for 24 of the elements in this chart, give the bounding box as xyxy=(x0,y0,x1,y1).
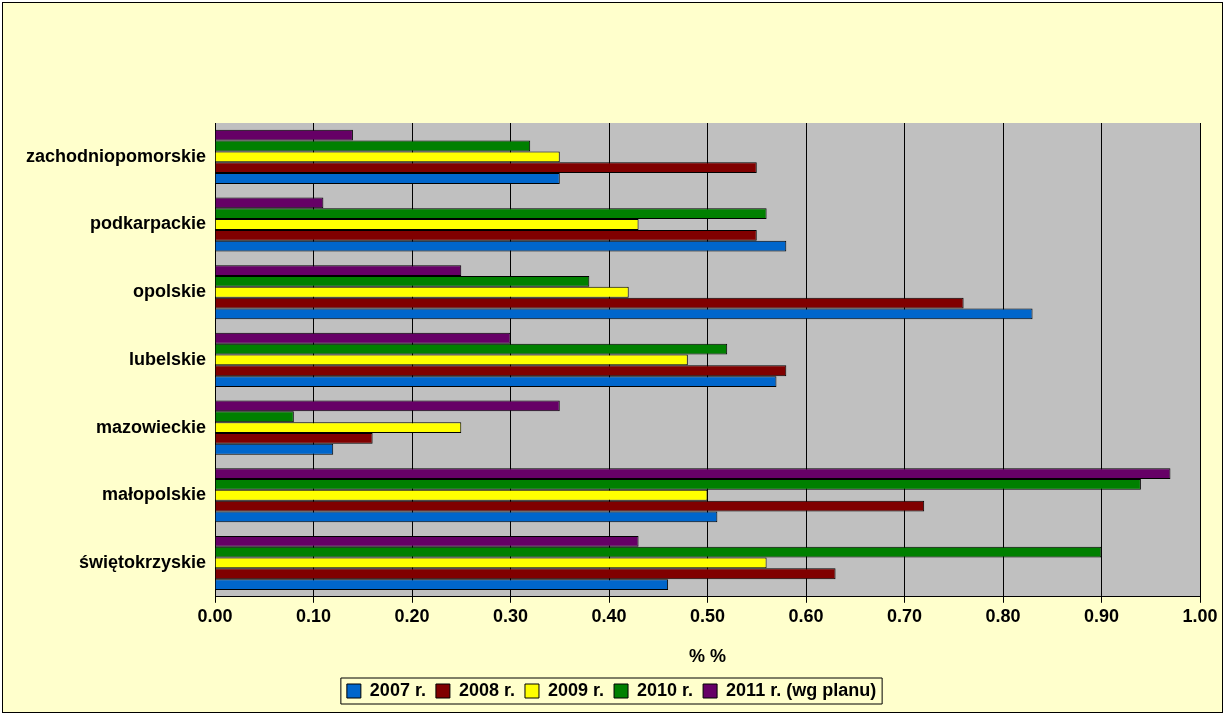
x-tick-label: 1.00 xyxy=(1182,605,1218,626)
legend-label: 2007 r. xyxy=(369,679,426,700)
legend-label: 2008 r. xyxy=(458,679,515,700)
legend-label: 2009 r. xyxy=(547,679,605,700)
x-tick-label: 0.60 xyxy=(788,605,824,626)
x-tick-label: 0.20 xyxy=(394,605,430,626)
y-tick-label: małopolskie xyxy=(101,484,207,505)
x-tick-label: 0.70 xyxy=(886,605,923,626)
x-axis-title: % % xyxy=(689,646,727,667)
legend-label: 2011 r. (wg planu) xyxy=(726,679,877,700)
x-tick-label: 0.40 xyxy=(591,605,627,626)
x-tick-label: 0.00 xyxy=(197,605,233,626)
y-tick-label: opolskie xyxy=(133,281,207,302)
x-tick-label: 0.50 xyxy=(689,605,726,626)
x-tick-label: 0.30 xyxy=(493,605,529,626)
x-tick-label: 0.90 xyxy=(1083,605,1120,626)
y-tick-label: lubelskie xyxy=(128,348,207,369)
y-tick-label: świętokrzyskie xyxy=(78,551,207,572)
x-tick-label: 0.80 xyxy=(985,605,1021,626)
y-tick-label: podkarpackie xyxy=(89,213,207,234)
legend-label: 2010 r. xyxy=(637,679,694,700)
x-tick-label: 0.10 xyxy=(296,605,332,626)
y-tick-label: zachodniopomorskie xyxy=(26,145,207,166)
y-tick-label: mazowieckie xyxy=(95,416,207,437)
